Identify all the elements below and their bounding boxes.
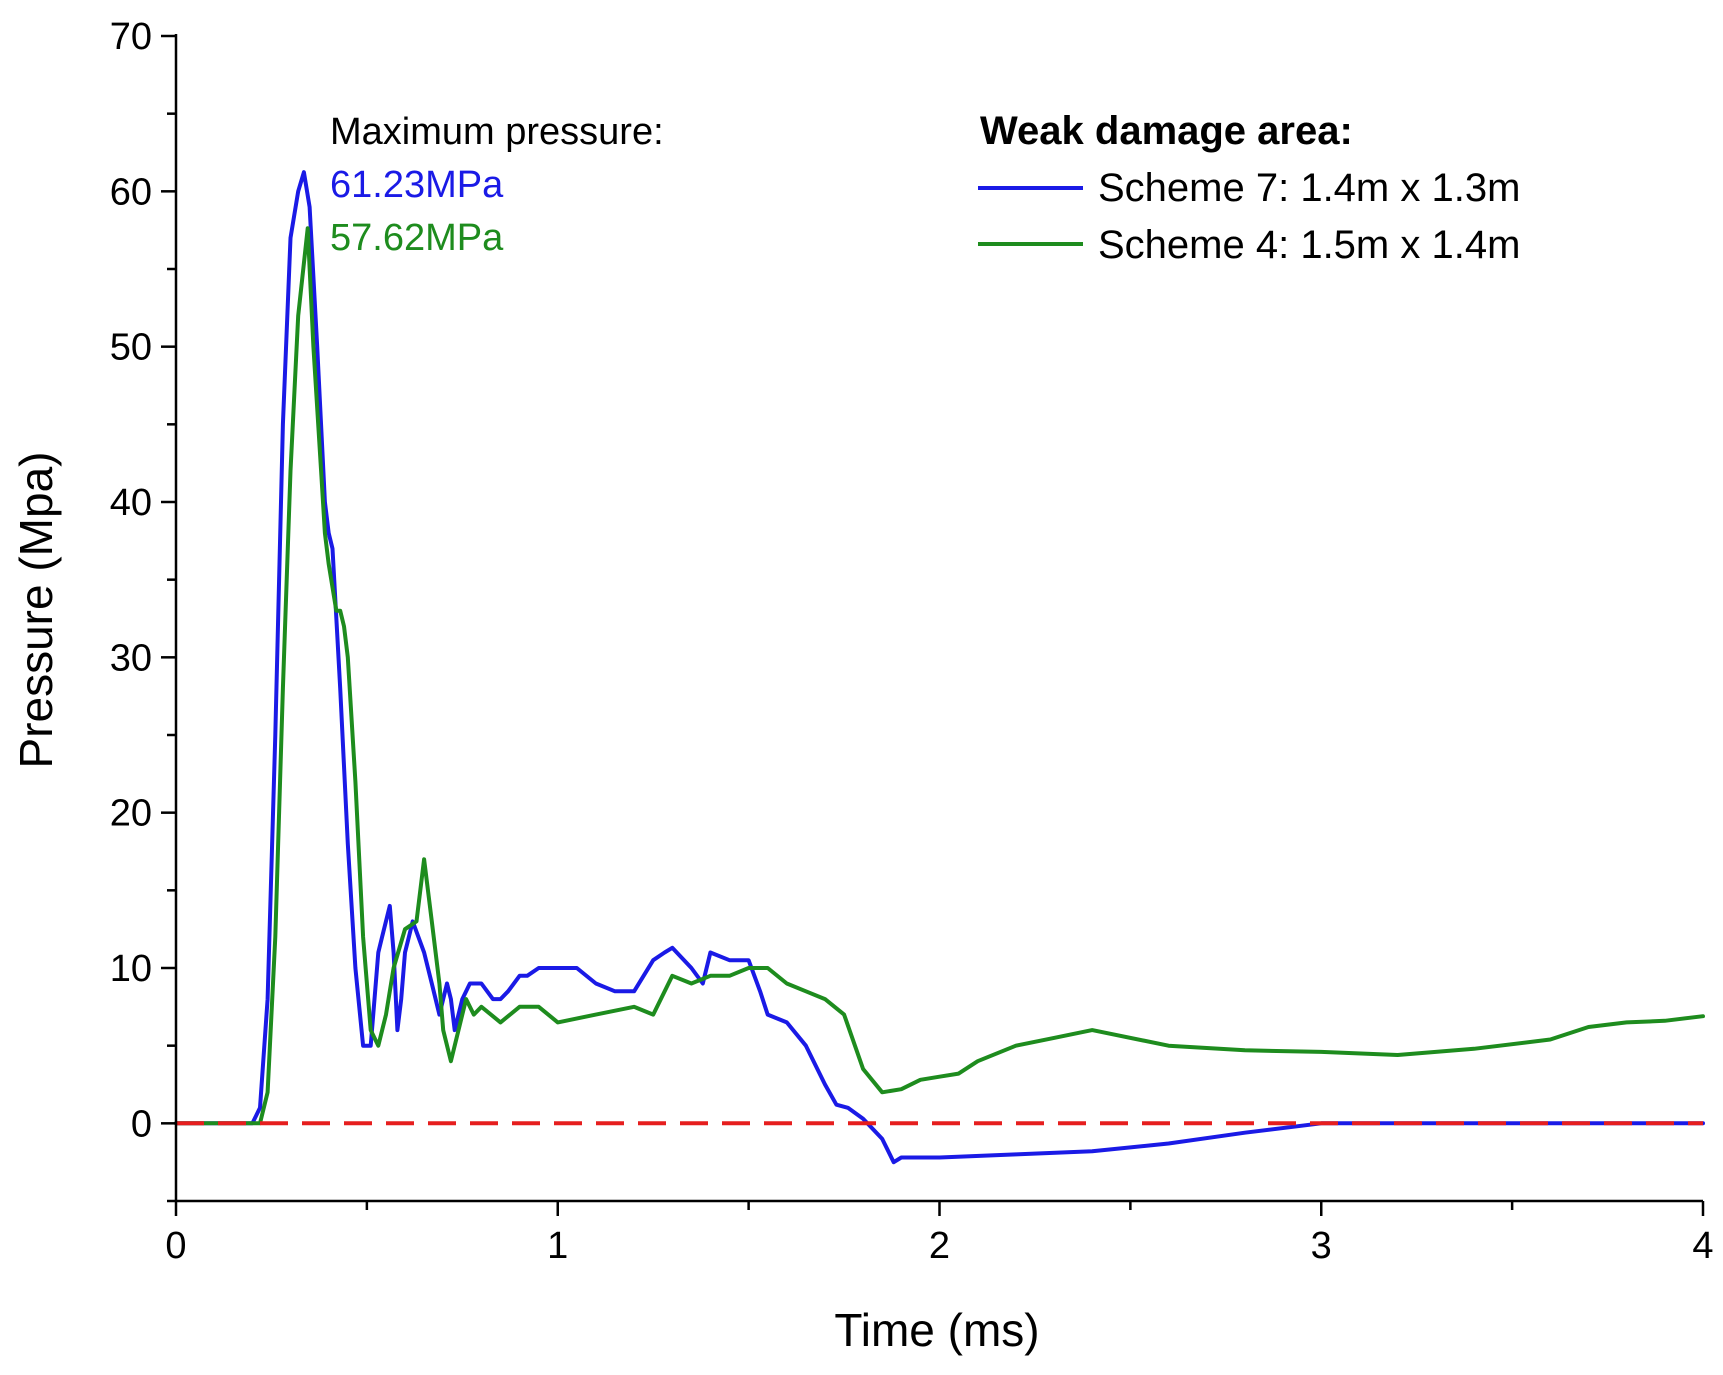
- annotation-value-scheme-7: 61.23MPa: [330, 164, 504, 206]
- y-tick-label: 0: [131, 1103, 152, 1145]
- series-line-scheme-4-1-5m-x-1-4m: [174, 226, 1705, 1126]
- y-tick-label: 30: [110, 637, 152, 679]
- x-axis-title: Time (ms): [834, 1304, 1039, 1356]
- x-tick-label: 4: [1692, 1225, 1713, 1267]
- legend: Weak damage area: Scheme 7: 1.4m x 1.3m …: [978, 109, 1520, 267]
- x-tick-label: 3: [1311, 1225, 1332, 1267]
- x-tick-label: 0: [165, 1225, 186, 1267]
- y-tick-label: 70: [110, 16, 152, 58]
- y-tick-label: 10: [110, 948, 152, 990]
- legend-title: Weak damage area:: [980, 109, 1353, 153]
- y-tick-label: 50: [110, 327, 152, 369]
- series-line-scheme-7-1-4m-x-1-3m: [174, 170, 1705, 1165]
- annotation-title: Maximum pressure:: [330, 111, 664, 153]
- legend-label-scheme-4: Scheme 4: 1.5m x 1.4m: [1098, 223, 1520, 267]
- y-tick-label: 20: [110, 793, 152, 835]
- legend-label-scheme-7: Scheme 7: 1.4m x 1.3m: [1098, 166, 1520, 210]
- annotation-value-scheme-4: 57.62MPa: [330, 217, 504, 259]
- y-axis-title: Pressure (Mpa): [10, 452, 62, 769]
- x-tick-label: 2: [929, 1225, 950, 1267]
- axes-layer: 0 10 20 30 40 50 60 70 0 1 2 3 4: [110, 16, 1714, 1267]
- y-tick-label: 40: [110, 482, 152, 524]
- series-layer: [174, 170, 1705, 1165]
- max-pressure-annotation: Maximum pressure: 61.23MPa 57.62MPa: [330, 111, 664, 259]
- y-tick-label: 60: [110, 171, 152, 213]
- x-tick-label: 1: [547, 1225, 568, 1267]
